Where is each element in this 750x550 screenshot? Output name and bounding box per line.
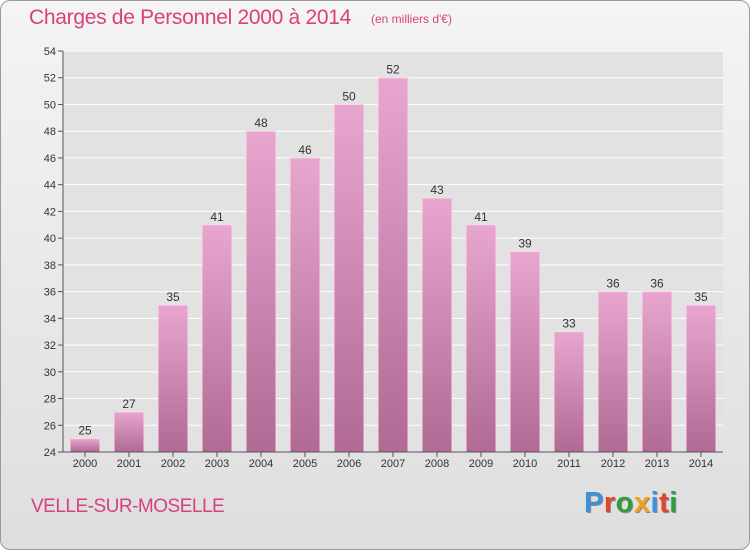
y-tick-label: 34: [44, 313, 56, 325]
chart-title: Charges de Personnel 2000 à 2014: [29, 6, 351, 29]
logo-letter: x: [633, 487, 651, 519]
y-tick-label: 30: [44, 367, 56, 379]
y-tick-label: 52: [44, 73, 56, 85]
bar-2007: [377, 77, 409, 453]
bar-2011: [553, 331, 585, 453]
y-tick-label: 44: [44, 180, 56, 192]
y-tick-label: 42: [44, 206, 56, 218]
y-tick-label: 38: [44, 260, 56, 272]
bar-value-label: 43: [430, 183, 444, 197]
y-tick-label: 28: [44, 394, 56, 406]
logo-letter: r: [603, 487, 616, 519]
y-tick-label: 50: [44, 99, 56, 111]
x-tick-label: 2011: [557, 458, 581, 470]
bar-value-label: 25: [78, 424, 92, 438]
x-tick-label: 2010: [513, 458, 537, 470]
bar-value-label: 35: [166, 290, 180, 304]
bar-2001: [113, 411, 145, 453]
bar-value-label: 36: [606, 277, 620, 291]
bar-2004: [245, 130, 277, 453]
bar-value-label: 52: [386, 63, 400, 77]
x-tick-label: 2009: [469, 458, 493, 470]
bar-value-label: 41: [210, 210, 224, 224]
bar-value-label: 35: [694, 290, 708, 304]
bar-2012: [597, 291, 629, 453]
x-tick-label: 2000: [73, 458, 97, 470]
bar-2013: [641, 291, 673, 453]
bar-value-label: 41: [474, 210, 488, 224]
x-tick-label: 2002: [161, 458, 185, 470]
chart-subtitle: (en milliers d'€): [371, 12, 452, 26]
bar-2008: [421, 197, 453, 453]
bar-2010: [509, 251, 541, 453]
y-tick-label: 46: [44, 153, 56, 165]
y-tick-label: 36: [44, 287, 56, 299]
bar-value-label: 27: [122, 397, 136, 411]
bar-value-label: 48: [254, 116, 268, 130]
x-tick-label: 2013: [645, 458, 669, 470]
x-tick-label: 2004: [249, 458, 273, 470]
bar-2006: [333, 103, 365, 453]
y-tick-label: 54: [44, 46, 56, 58]
logo-letter: P: [584, 487, 604, 519]
x-tick-label: 2008: [425, 458, 449, 470]
logo-letter: t: [659, 487, 670, 519]
bar-2003: [201, 224, 233, 453]
logo-letter: o: [615, 487, 634, 519]
bar-2002: [157, 304, 189, 453]
x-tick-label: 2001: [117, 458, 141, 470]
x-tick-label: 2012: [601, 458, 625, 470]
x-tick-label: 2005: [293, 458, 317, 470]
bar-value-label: 36: [650, 277, 664, 291]
y-tick-label: 40: [44, 233, 56, 245]
x-tick-label: 2006: [337, 458, 361, 470]
y-tick-label: 24: [44, 447, 56, 459]
logo-letter: i: [650, 487, 660, 519]
x-tick-label: 2007: [381, 458, 405, 470]
bar-2000: [69, 438, 101, 453]
bar-2009: [465, 224, 497, 453]
x-tick-label: 2003: [205, 458, 229, 470]
y-tick-label: 48: [44, 126, 56, 138]
y-tick-label: 26: [44, 420, 56, 432]
y-tick-label: 32: [44, 340, 56, 352]
bar-value-label: 39: [518, 237, 532, 251]
bars: 25 27 35 41 48 46 50 52 43 41 39 33 36 36 35: [69, 63, 717, 453]
proxiti-logo[interactable]: Proxiti: [584, 487, 678, 520]
commune-name: VELLE-SUR-MOSELLE: [31, 496, 225, 517]
x-axis: 2000 2001 2002 2003 2004 2005 2006 2007 2008 2009…: [63, 451, 723, 470]
y-axis: 24 26 28 30 32 34 36 38 40 42 44 46 48 50 52 54: [44, 46, 64, 459]
x-tick-label: 2014: [689, 458, 713, 470]
bar-value-label: 46: [298, 143, 312, 157]
bar-value-label: 50: [342, 89, 356, 103]
bar-2014: [685, 304, 717, 453]
bar-value-label: 33: [562, 317, 576, 331]
bar-2005: [289, 157, 321, 453]
logo-letter: i: [669, 487, 678, 519]
